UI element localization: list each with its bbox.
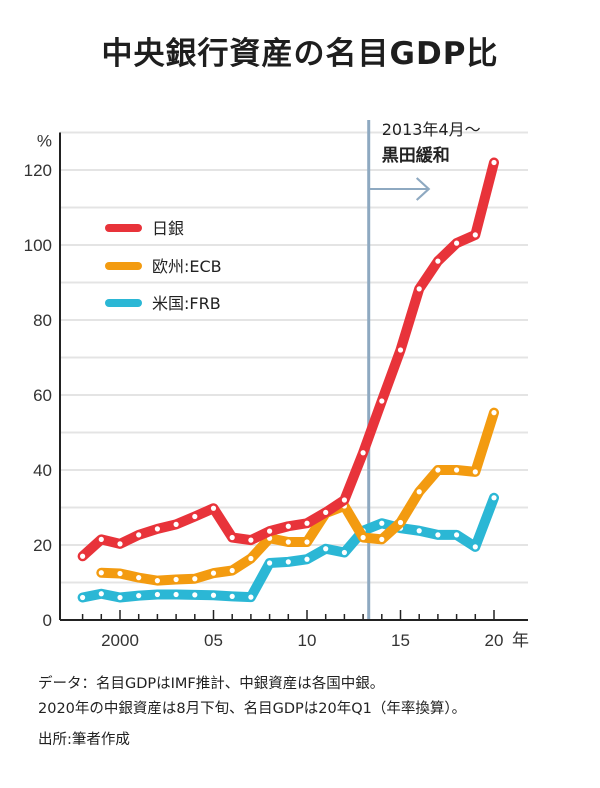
data-point [379, 536, 385, 542]
data-point [173, 576, 179, 583]
data-point [154, 578, 160, 584]
data-point [285, 559, 291, 565]
data-point [360, 534, 366, 541]
data-point [360, 450, 366, 456]
data-point [136, 575, 142, 581]
x-tick-label: 20 [485, 631, 504, 650]
data-point [248, 594, 254, 600]
data-point [229, 534, 235, 541]
data-point [117, 541, 123, 547]
data-point [341, 549, 347, 556]
note-line-2: 2020年の中銀資産は8月下旬、名目GDPは20年Q1（年率換算）。 [38, 701, 467, 717]
data-point [267, 560, 273, 566]
x-axis-ticks: 2000 05 10 15 20 年 [81, 610, 529, 650]
data-point [117, 570, 123, 577]
data-point [416, 489, 422, 495]
y-tick-label: 120 [24, 161, 52, 180]
data-point [229, 567, 235, 574]
x-tick-label: 05 [204, 631, 223, 650]
data-point [98, 591, 104, 597]
data-point [192, 592, 198, 598]
data-point [491, 159, 497, 166]
series-1 [96, 407, 499, 586]
data-point [397, 347, 404, 353]
data-point [435, 532, 441, 538]
data-point [136, 593, 142, 599]
data-point [229, 593, 235, 599]
data-point [454, 240, 460, 246]
data-point [491, 410, 497, 416]
source-note: 出所:筆者作成 [38, 732, 130, 748]
data-point [397, 519, 404, 526]
y-tick-label: 20 [33, 536, 52, 555]
data-point [454, 532, 460, 538]
data-point [454, 467, 460, 473]
data-point [80, 553, 86, 559]
data-point [285, 523, 291, 529]
data-point [248, 555, 254, 562]
y-tick-label: 100 [24, 236, 52, 255]
data-point [210, 570, 217, 576]
data-point [210, 505, 217, 511]
data-point [192, 576, 198, 582]
data-point [136, 532, 142, 538]
data-point [173, 521, 179, 527]
series-line [96, 407, 499, 586]
data-point [192, 513, 198, 520]
gridlines [60, 131, 528, 584]
data-point [323, 509, 329, 515]
data-point [304, 539, 310, 545]
data-point [98, 536, 104, 542]
data-point [416, 286, 422, 292]
data-point [248, 537, 254, 543]
legend-label: 欧州:ECB [152, 257, 222, 276]
data-point [472, 469, 478, 475]
data-point [472, 544, 478, 550]
series-2 [77, 492, 499, 603]
y-axis-unit-label: % [37, 132, 52, 151]
data-point [341, 497, 347, 503]
y-tick-label: 40 [33, 461, 52, 480]
annotation-label-policy: 黒田緩和 [382, 145, 450, 166]
data-point [435, 467, 441, 473]
data-point [304, 520, 310, 526]
data-point [173, 591, 179, 598]
legend-label: 日銀 [152, 219, 184, 238]
series-group [77, 157, 499, 603]
series-0 [77, 157, 499, 562]
x-tick-label: 2000 [101, 631, 139, 650]
x-tick-label: 15 [391, 631, 410, 650]
data-point [285, 539, 291, 545]
data-point [304, 556, 310, 562]
x-axis-unit-label: 年 [512, 631, 529, 650]
data-point [472, 232, 478, 238]
data-point [379, 398, 385, 404]
y-tick-label: 60 [33, 386, 52, 405]
data-point [117, 594, 123, 601]
data-point [154, 526, 160, 532]
data-point [98, 570, 104, 576]
y-axis-ticks: 0 20 40 60 80 100 120% [24, 132, 52, 631]
legend-label: 米国:FRB [152, 294, 221, 313]
data-point [491, 495, 497, 501]
data-point [210, 592, 217, 598]
data-point [416, 528, 422, 534]
data-point [435, 258, 441, 264]
data-point [267, 528, 273, 534]
series-line [77, 157, 499, 562]
footnotes: データ：名目GDPはIMF推計、中銀資産は各国中銀。 2020年の中銀資産は8月… [38, 672, 466, 753]
chart-title: 中央銀行資産の名目GDP比 [101, 36, 499, 72]
data-point [379, 520, 385, 526]
annotation-label-date: 2013年4月〜 [382, 120, 481, 139]
y-tick-label: 80 [33, 311, 52, 330]
data-point [154, 591, 160, 598]
y-tick-label: 0 [43, 611, 52, 630]
data-point [323, 546, 329, 552]
data-point [80, 594, 86, 601]
arrow-right-icon [415, 177, 431, 201]
x-tick-label: 10 [298, 631, 317, 650]
note-line-1: データ：名目GDPはIMF推計、中銀資産は各国中銀。 [38, 676, 385, 692]
